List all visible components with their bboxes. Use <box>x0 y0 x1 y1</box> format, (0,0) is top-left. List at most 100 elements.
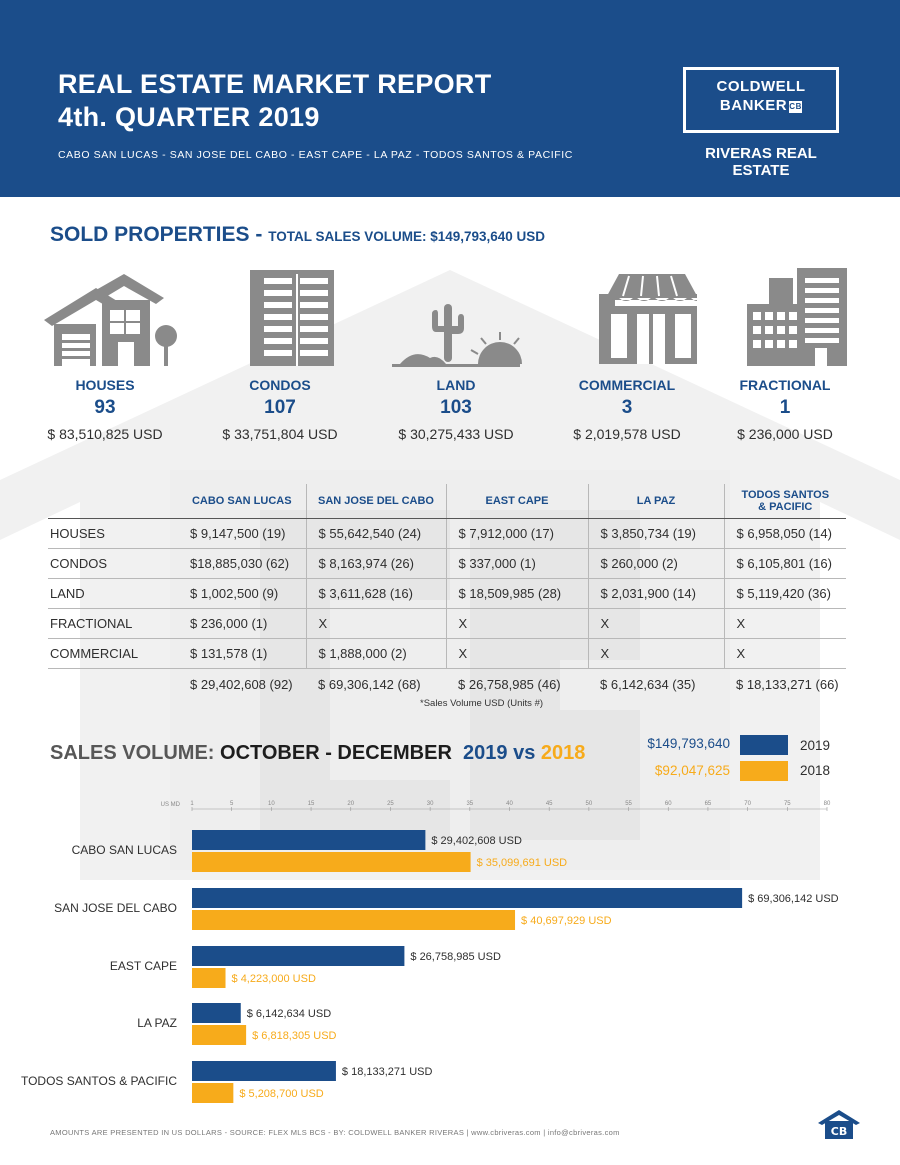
category-name: LAND <box>436 377 476 393</box>
table-cell: $ 236,000 (1) <box>178 608 306 639</box>
sales-by-region-table: CABO SAN LUCAS SAN JOSE DEL CABO EAST CA… <box>48 484 846 699</box>
total-sales-volume: TOTAL SALES VOLUME: $149,793,640 USD <box>268 229 546 244</box>
table-cell: $ 1,002,500 (9) <box>178 578 306 609</box>
bar-2019 <box>192 888 743 908</box>
sales-volume-chart: US MD 1 5 10 15 20 25 30 35 40 45 50 55 60 65 70 75 80CAB… <box>21 801 839 1103</box>
x-tick-label: 30 <box>427 801 434 807</box>
legend-2019-swatch <box>740 735 788 755</box>
table-cell: $ 7,912,000 (17) <box>445 518 588 549</box>
total-cell: $ 69,306,142 (68) <box>306 668 446 699</box>
category-count: 93 <box>94 397 116 418</box>
x-tick-label: 75 <box>784 801 791 807</box>
cb-logo-mark: CB <box>789 101 803 113</box>
table-cell: $ 9,147,500 (19) <box>178 518 306 549</box>
table-row: LAND $ 1,002,500 (9) $ 3,611,628 (16) $ … <box>48 578 846 609</box>
bar-2019 <box>192 1003 241 1023</box>
table-cell: X <box>587 608 724 639</box>
col-header-todos-santos: TODOS SANTOS & PACIFIC <box>723 484 846 519</box>
bar-2018 <box>192 1083 234 1103</box>
x-tick-label: 5 <box>230 801 234 807</box>
category-volume: $ 2,019,578 USD <box>573 426 681 442</box>
header-banner: REAL ESTATE MARKET REPORT 4th. QUARTER 2… <box>0 0 900 197</box>
col-header-san-jose-del-cabo: SAN JOSE DEL CABO <box>305 484 446 519</box>
land-cactus-icon <box>392 304 522 367</box>
table-cell: X <box>723 638 846 669</box>
house-icon <box>44 274 177 366</box>
total-cell: $ 18,133,271 (66) <box>724 668 846 699</box>
bar-value-label: $ 29,402,608 USD <box>431 835 522 847</box>
x-tick-label: 80 <box>824 801 831 807</box>
row-label: LAND <box>48 578 178 609</box>
category-volume: $ 236,000 USD <box>737 426 833 442</box>
category-condos <box>190 260 370 370</box>
sv-title-c: 2019 vs <box>463 742 536 764</box>
table-cell: $ 3,611,628 (16) <box>305 578 446 609</box>
riveras-real-estate: RIVERAS REAL ESTATE <box>705 145 817 179</box>
bar-value-label: $ 69,306,142 USD <box>748 893 839 905</box>
table-cell: $ 55,642,540 (24) <box>305 518 446 549</box>
bar-2018 <box>192 968 226 988</box>
category-name: COMMERCIAL <box>578 377 676 393</box>
table-cell: $ 131,578 (1) <box>178 638 306 669</box>
table-cell: $ 3,850,734 (19) <box>587 518 724 549</box>
logo-line-2: BANKER <box>719 97 788 114</box>
category-name: FRACTIONAL <box>739 377 831 393</box>
condo-building-icon <box>250 270 334 366</box>
sv-title-a: SALES VOLUME: <box>50 742 221 764</box>
x-tick-label: 20 <box>347 801 354 807</box>
category-label: TODOS SANTOS & PACIFIC <box>21 1074 177 1088</box>
bar-value-label: $ 35,099,691 USD <box>477 857 568 869</box>
sold-title-text: SOLD PROPERTIES - <box>50 223 269 246</box>
category-label: CABO SAN LUCAS <box>72 843 177 857</box>
legend-2018-swatch <box>740 761 788 781</box>
table-cell: $ 6,105,801 (16) <box>723 548 846 579</box>
category-count: 1 <box>779 397 791 418</box>
col-header-east-cape: EAST CAPE <box>445 484 588 519</box>
table-note: *Sales Volume USD (Units #) <box>420 698 544 709</box>
corner-logo-text: CB <box>831 1125 847 1138</box>
bar-value-label: $ 4,223,000 USD <box>232 973 316 985</box>
bar-value-label: $ 18,133,271 USD <box>342 1066 433 1078</box>
table-cell: $ 1,888,000 (2) <box>305 638 446 669</box>
category-houses <box>20 260 200 370</box>
category-count: 3 <box>621 397 633 418</box>
table-corner <box>48 484 178 519</box>
bar-value-label: $ 6,818,305 USD <box>252 1030 336 1042</box>
cb-corner-logo: CB <box>818 1110 860 1139</box>
table-cell: X <box>723 608 846 639</box>
x-tick-label: 10 <box>268 801 275 807</box>
x-tick-label: 70 <box>744 801 751 807</box>
category-volume: $ 83,510,825 USD <box>47 426 163 442</box>
totals-blank <box>48 668 178 699</box>
table-cell: X <box>587 638 724 669</box>
x-tick-label: 1 <box>190 801 194 807</box>
table-cell: X <box>445 608 588 639</box>
col-header-line-1: TODOS SANTOS <box>741 489 830 501</box>
sv-title-b: OCTOBER - DECEMBER <box>220 742 452 764</box>
category-count: 103 <box>440 397 472 418</box>
x-tick-label: 50 <box>586 801 593 807</box>
bar-2019 <box>192 1061 336 1081</box>
category-fractional <box>697 260 877 370</box>
x-tick-label: 45 <box>546 801 553 807</box>
storefront-icon <box>599 274 697 364</box>
table-row: COMMERCIAL $ 131,578 (1) $ 1,888,000 (2)… <box>48 638 846 669</box>
x-tick-label: 40 <box>506 801 513 807</box>
x-axis-label: US MD <box>161 802 181 808</box>
table-row: HOUSES $ 9,147,500 (19) $ 55,642,540 (24… <box>48 518 846 549</box>
category-volume: $ 30,275,433 USD <box>398 426 514 442</box>
bar-2019 <box>192 830 426 850</box>
row-label: COMMERCIAL <box>48 638 178 669</box>
table-cell: $ 5,119,420 (36) <box>723 578 846 609</box>
category-name: CONDOS <box>249 377 311 393</box>
x-tick-label: 65 <box>705 801 712 807</box>
table-header-row: CABO SAN LUCAS SAN JOSE DEL CABO EAST CA… <box>48 484 846 519</box>
bar-2019 <box>192 946 405 966</box>
category-label: LA PAZ <box>137 1016 177 1030</box>
sv-title-d: 2018 <box>540 742 586 764</box>
row-label: HOUSES <box>48 518 178 549</box>
total-cell: $ 6,142,634 (35) <box>588 668 724 699</box>
table-cell: $18,885,030 (62) <box>178 548 306 579</box>
bar-2018 <box>192 852 471 872</box>
legend-2018-value: $92,047,625 <box>654 763 730 778</box>
